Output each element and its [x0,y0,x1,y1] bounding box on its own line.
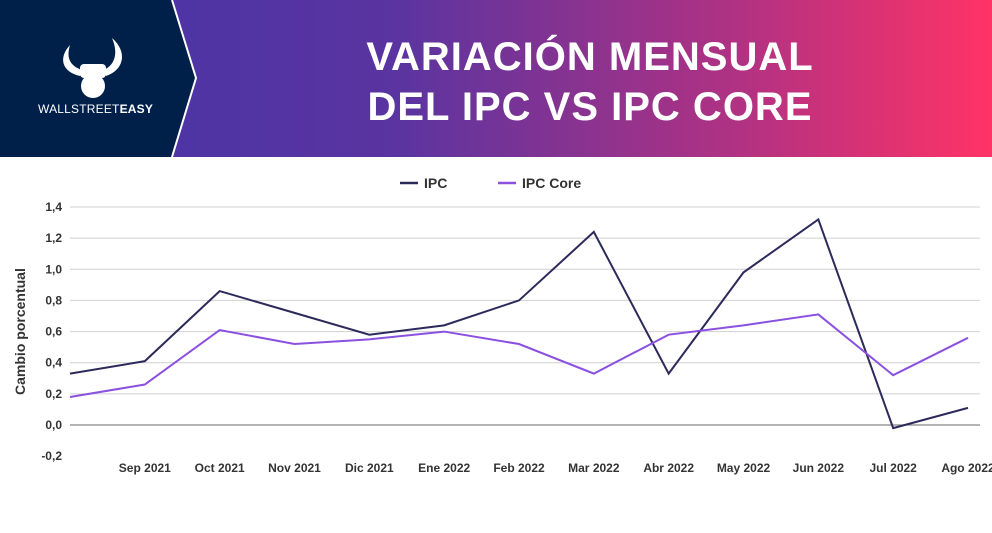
header-banner: WALLSTREETEASY VARIACIÓN MENSUAL DEL IPC … [0,0,992,157]
x-tick-label: Ene 2022 [418,461,470,475]
series-line-0 [69,217,969,430]
line-chart: -0,2 0,0 0,2 0,4 0,6 0,8 1,0 1,2 1,4 Sep 2021 Oct … [12,175,992,475]
y-tick-label: 0,6 [45,325,62,339]
x-tick-label: Oct 2021 [195,461,245,475]
y-tick-label: 0,0 [45,418,62,432]
y-tick-label: 0,2 [45,387,62,401]
x-tick-label: Ago 2022 [941,461,992,475]
y-tick-label: 1,0 [45,262,62,276]
y-tick-label: 0,4 [45,356,62,370]
x-tick-label: Mar 2022 [568,461,620,475]
x-tick-label: Sep 2021 [119,461,171,475]
x-tick-label: Jul 2022 [869,461,917,475]
y-tick-label: 1,2 [45,231,62,245]
y-tick-label: -0,2 [41,449,62,463]
legend-label: IPC [424,175,447,191]
x-tick-label: Nov 2021 [268,461,321,475]
y-tick-label: 0,8 [45,293,62,307]
page-title: VARIACIÓN MENSUAL DEL IPC VS IPC CORE [366,35,814,129]
legend-label: IPC Core [522,175,581,191]
x-tick-label: Feb 2022 [493,461,545,475]
bull-horns-fist-icon [63,38,123,98]
series-line-1 [69,313,969,398]
logo-wordmark: WALLSTREETEASY [38,102,154,116]
x-tick-label: May 2022 [717,461,771,475]
y-tick-label: 1,4 [45,200,62,214]
x-tick-label: Jun 2022 [793,461,845,475]
y-axis-title: Cambio porcentual [12,268,28,395]
x-tick-label: Abr 2022 [643,461,694,475]
logo-panel [0,0,198,157]
x-tick-label: Dic 2021 [345,461,394,475]
